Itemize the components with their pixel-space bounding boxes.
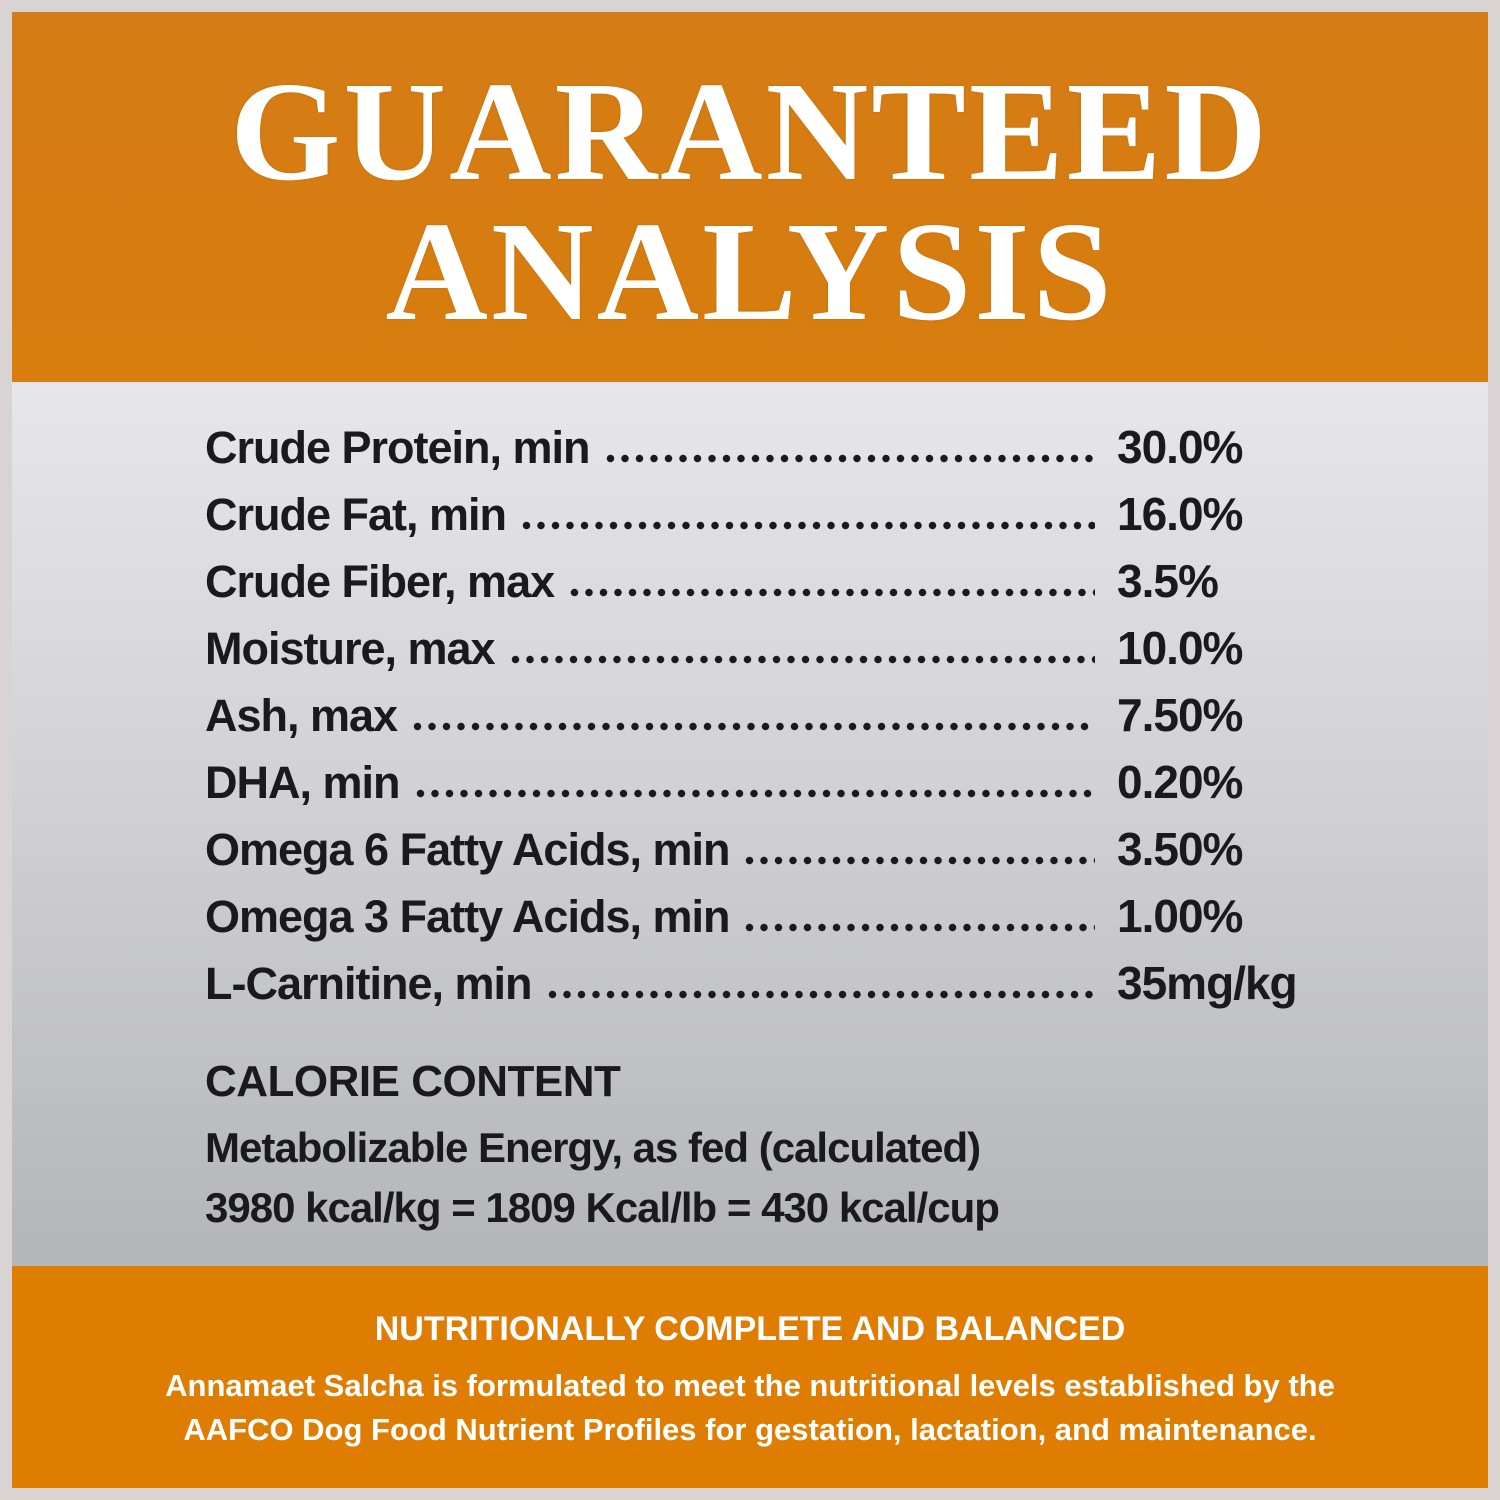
nutrient-value: 35mg/kg: [1117, 957, 1298, 1009]
nutrient-value: 16.0%: [1117, 488, 1243, 540]
nutrient-label: Moisture, max: [205, 623, 496, 674]
nutrient-label: Omega 6 Fatty Acids, min: [205, 824, 730, 875]
dot-leader: [745, 923, 1095, 932]
table-row: Crude Fiber, max 3.5%: [205, 558, 1370, 604]
table-row: L-Carnitine, min 35mg/kg: [205, 960, 1370, 1006]
nutrient-label: L-Carnitine, min: [205, 958, 533, 1009]
dot-leader: [510, 655, 1095, 664]
dot-leader: [413, 722, 1095, 731]
table-row: DHA, min 0.20%: [205, 759, 1370, 805]
table-row: Omega 3 Fatty Acids, min 1.00%: [205, 893, 1370, 939]
calorie-content-section: CALORIE CONTENT Metabolizable Energy, as…: [205, 1060, 1370, 1238]
nutrient-value: 7.50%: [1117, 689, 1243, 741]
title-band: GUARANTEED ANALYSIS: [12, 12, 1488, 382]
nutrient-label: Ash, max: [205, 690, 398, 741]
title-line-1: GUARANTEED: [230, 52, 1270, 210]
dot-leader: [570, 588, 1095, 597]
footer-heading: NUTRITIONALLY COMPLETE AND BALANCED: [374, 1310, 1126, 1348]
nutrient-label: Omega 3 Fatty Acids, min: [205, 891, 730, 942]
dot-leader: [415, 789, 1095, 798]
nutrient-label: Crude Protein, min: [205, 422, 591, 473]
kcal-values-line: 3980 kcal/kg = 1809 Kcal/lb = 430 kcal/c…: [205, 1184, 1000, 1231]
nutrient-value: 10.0%: [1117, 622, 1243, 674]
aafco-statement-line-2: AAFCO Dog Food Nutrient Profiles for ges…: [183, 1412, 1317, 1447]
table-row: Omega 6 Fatty Acids, min 3.50%: [205, 826, 1370, 872]
guaranteed-analysis-label: GUARANTEED ANALYSIS Crude Protein, min 3…: [12, 12, 1488, 1488]
nutrient-label: DHA, min: [205, 757, 400, 808]
table-row: Moisture, max 10.0%: [205, 625, 1370, 671]
table-row: Ash, max 7.50%: [205, 692, 1370, 738]
nutrient-value: 0.20%: [1117, 756, 1243, 808]
nutrient-value: 3.5%: [1117, 555, 1219, 607]
dot-leader: [605, 454, 1095, 463]
metabolizable-energy-line: Metabolizable Energy, as fed (calculated…: [205, 1124, 981, 1171]
calorie-content-heading: CALORIE CONTENT: [205, 1057, 621, 1106]
table-row: Crude Fat, min 16.0%: [205, 491, 1370, 537]
nutrient-value: 1.00%: [1117, 890, 1243, 942]
title-line-2: ANALYSIS: [385, 192, 1115, 350]
aafco-statement-line-1: Annamaet Salcha is formulated to meet th…: [165, 1368, 1335, 1403]
nutrient-value: 3.50%: [1117, 823, 1243, 875]
dot-leader: [522, 521, 1095, 530]
nutrient-label: Crude Fat, min: [205, 489, 507, 540]
dot-leader: [547, 990, 1095, 999]
table-row: Crude Protein, min 30.0%: [205, 424, 1370, 470]
nutrient-value: 30.0%: [1117, 421, 1243, 473]
analysis-panel: Crude Protein, min 30.0% Crude Fat, min …: [12, 382, 1488, 1266]
aafco-statement: Annamaet Salcha is formulated to meet th…: [12, 1364, 1488, 1452]
nutrient-label: Crude Fiber, max: [205, 556, 555, 607]
footer-band: NUTRITIONALLY COMPLETE AND BALANCED Anna…: [12, 1266, 1488, 1488]
dot-leader: [745, 856, 1095, 865]
